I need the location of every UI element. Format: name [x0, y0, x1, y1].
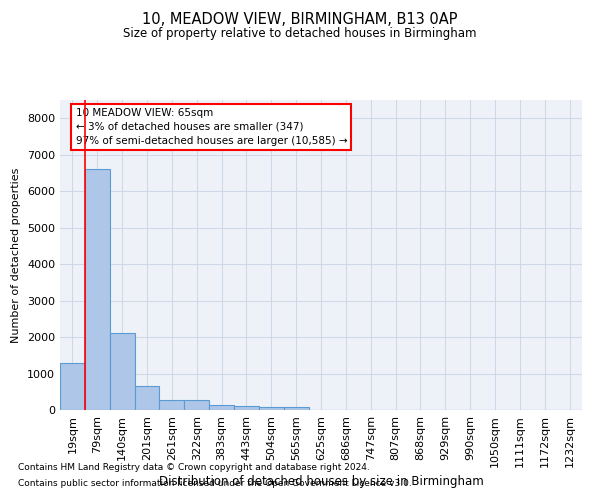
Bar [160, 400, 184, 410]
Bar [110, 334, 134, 410]
Text: Contains public sector information licensed under the Open Government Licence v3: Contains public sector information licen… [18, 478, 412, 488]
Bar [60, 362, 85, 410]
Text: Contains HM Land Registry data © Crown copyright and database right 2024.: Contains HM Land Registry data © Crown c… [18, 464, 370, 472]
Bar [184, 400, 209, 410]
X-axis label: Distribution of detached houses by size in Birmingham: Distribution of detached houses by size … [158, 475, 484, 488]
Bar [85, 170, 110, 410]
Bar [209, 405, 234, 410]
Text: Size of property relative to detached houses in Birmingham: Size of property relative to detached ho… [123, 28, 477, 40]
Bar [134, 386, 160, 410]
Bar [259, 407, 284, 410]
Bar [284, 408, 308, 410]
Bar [234, 406, 259, 410]
Text: 10 MEADOW VIEW: 65sqm
← 3% of detached houses are smaller (347)
97% of semi-deta: 10 MEADOW VIEW: 65sqm ← 3% of detached h… [76, 108, 347, 146]
Text: 10, MEADOW VIEW, BIRMINGHAM, B13 0AP: 10, MEADOW VIEW, BIRMINGHAM, B13 0AP [142, 12, 458, 28]
Y-axis label: Number of detached properties: Number of detached properties [11, 168, 22, 342]
